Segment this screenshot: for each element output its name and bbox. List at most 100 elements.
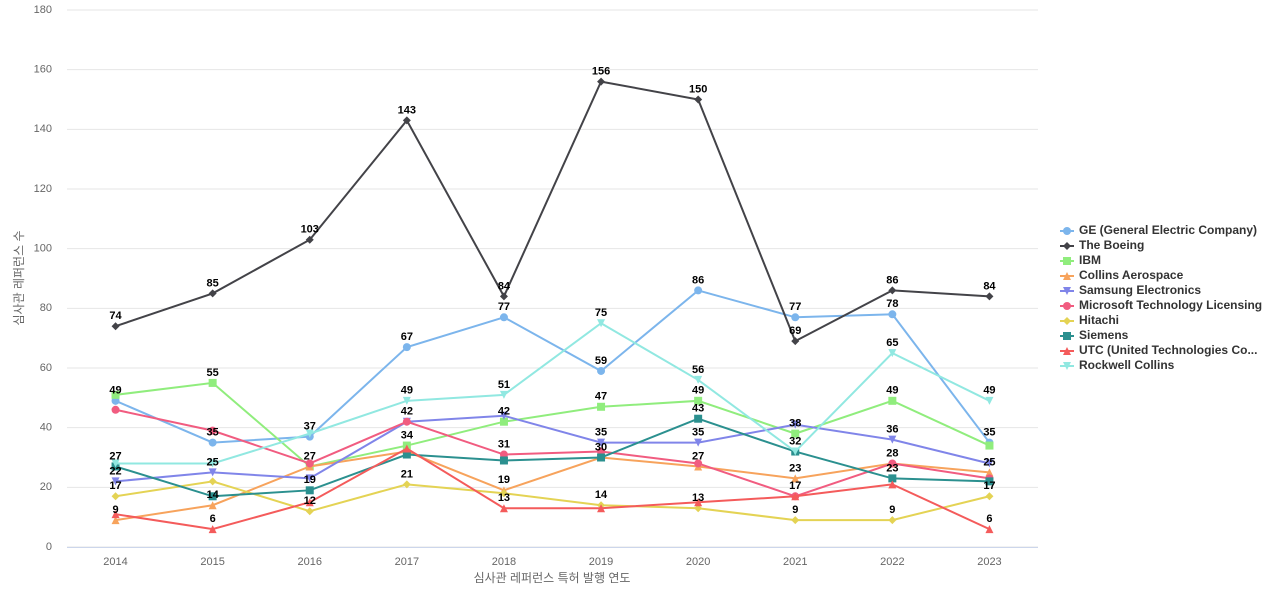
- legend-item: Rockwell Collins: [1060, 358, 1175, 372]
- data-label: 49: [109, 385, 121, 397]
- point: [499, 390, 508, 399]
- series: [111, 378, 994, 471]
- data-label: 27: [692, 450, 704, 462]
- legend-item: IBM: [1060, 253, 1101, 267]
- data-label: 35: [207, 426, 219, 438]
- data-label: 31: [498, 438, 510, 450]
- legend-item: Siemens: [1060, 328, 1129, 342]
- series: [111, 477, 994, 525]
- point: [208, 525, 217, 534]
- point: [305, 474, 314, 483]
- point: [888, 474, 897, 483]
- point: [985, 441, 994, 450]
- data-label: 23: [789, 462, 801, 474]
- data-label: 9: [112, 504, 118, 516]
- data-label: 49: [401, 385, 413, 397]
- series-line: [115, 447, 990, 531]
- point: [694, 498, 703, 507]
- data-label: 30: [595, 441, 607, 453]
- data-label: 103: [301, 224, 319, 236]
- y-tick-label: 40: [40, 422, 52, 434]
- point: [499, 456, 508, 465]
- x-axis-title: 심사관 레퍼런스 특허 발행 연도: [474, 570, 631, 585]
- series-line: [115, 322, 990, 465]
- legend-label: IBM: [1079, 253, 1101, 267]
- data-label: 55: [207, 367, 219, 379]
- point: [985, 525, 994, 534]
- data-label: 37: [304, 421, 316, 433]
- point: [111, 390, 120, 399]
- legend-item: Collins Aerospace: [1060, 268, 1184, 282]
- legend-label: Hitachi: [1079, 313, 1119, 327]
- x-tick-label: 2020: [686, 556, 710, 568]
- legend-label: Samsung Electronics: [1079, 283, 1201, 297]
- legend-label: Microsoft Technology Licensing: [1079, 298, 1262, 312]
- x-tick-label: 2022: [880, 556, 904, 568]
- data-label: 74: [109, 310, 122, 322]
- point: [305, 459, 314, 468]
- y-tick-label: 60: [40, 362, 52, 374]
- data-label: 19: [498, 474, 510, 486]
- point: [597, 366, 606, 375]
- point: [791, 474, 800, 483]
- point: [111, 322, 120, 331]
- data-label: 78: [886, 298, 898, 310]
- series: [111, 319, 994, 468]
- point: [694, 375, 703, 384]
- data-label: 75: [595, 307, 607, 319]
- data-label: 13: [498, 492, 510, 504]
- data-label: 69: [789, 325, 801, 337]
- point: [985, 292, 994, 301]
- point: [305, 235, 314, 244]
- data-label: 43: [692, 403, 704, 415]
- point: [888, 459, 897, 468]
- point: [208, 426, 217, 435]
- point: [985, 492, 994, 501]
- point: [985, 477, 994, 486]
- legend-item: Microsoft Technology Licensing: [1060, 298, 1262, 312]
- data-label: 143: [398, 104, 416, 116]
- point: [888, 516, 897, 525]
- data-label: 27: [109, 450, 121, 462]
- x-tick-label: 2019: [589, 556, 613, 568]
- y-tick-label: 140: [34, 123, 52, 135]
- data-label: 77: [498, 301, 510, 313]
- series-line: [115, 480, 990, 522]
- legend-label: Siemens: [1079, 328, 1129, 342]
- point: [597, 453, 606, 462]
- data-label: 13: [692, 492, 704, 504]
- x-tick-label: 2023: [977, 556, 1001, 568]
- point: [694, 286, 703, 295]
- legend-symbol: [1063, 332, 1071, 340]
- point: [888, 435, 897, 444]
- data-label: 67: [401, 331, 413, 343]
- legend-label: UTC (United Technologies Co...: [1079, 343, 1257, 357]
- point: [888, 396, 897, 405]
- point: [888, 349, 897, 358]
- y-axis-title: 심사관 레퍼런스 수: [12, 231, 26, 326]
- data-label: 21: [401, 468, 413, 480]
- data-label: 150: [689, 83, 707, 95]
- point: [694, 438, 703, 447]
- y-tick-label: 120: [34, 183, 52, 195]
- point: [111, 510, 120, 519]
- point: [208, 492, 217, 501]
- data-label: 25: [983, 456, 995, 468]
- legend-label: GE (General Electric Company): [1079, 223, 1257, 237]
- point: [597, 77, 606, 86]
- data-label: 84: [498, 280, 511, 292]
- y-tick-label: 100: [34, 243, 52, 255]
- data-label: 23: [886, 462, 898, 474]
- data-label: 6: [986, 513, 992, 525]
- data-label: 14: [207, 489, 220, 501]
- data-label: 14: [595, 489, 608, 501]
- point: [597, 504, 606, 513]
- point: [985, 459, 994, 468]
- legend-symbol: [1063, 347, 1071, 355]
- data-label: 17: [109, 480, 121, 492]
- legend-symbol: [1063, 287, 1071, 295]
- data-label: 32: [789, 435, 801, 447]
- data-label: 35: [595, 426, 607, 438]
- legend-item: The Boeing: [1060, 238, 1144, 252]
- point: [791, 492, 800, 501]
